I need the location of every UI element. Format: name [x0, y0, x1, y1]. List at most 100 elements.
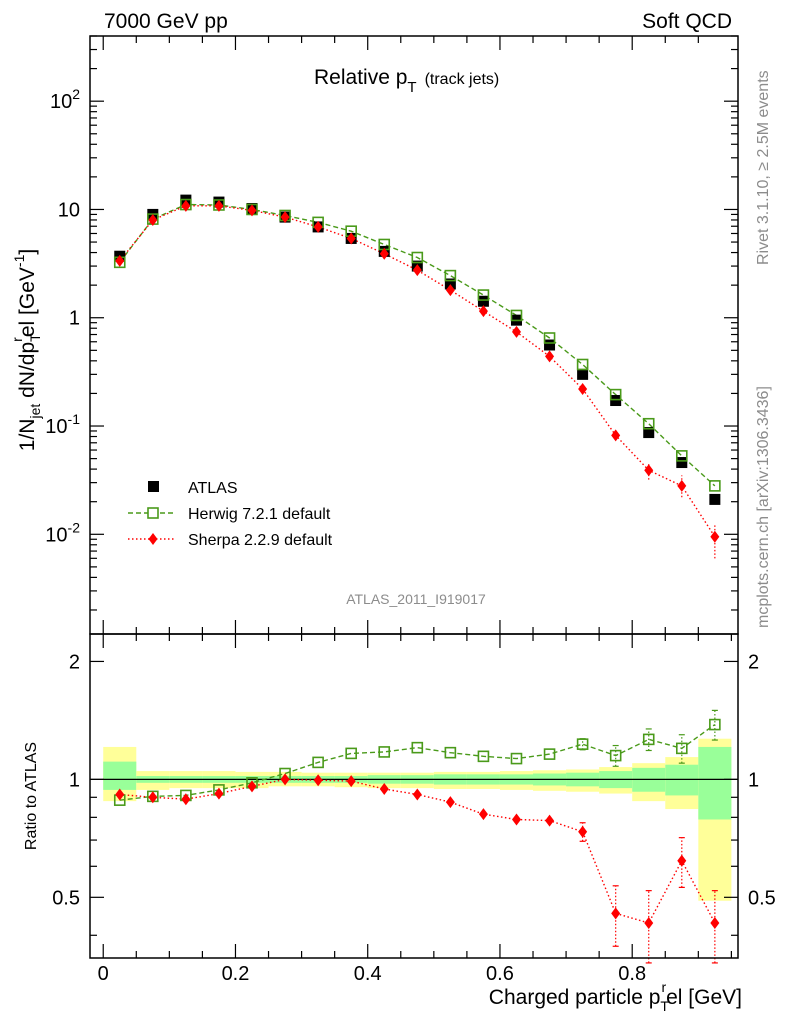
herwig-point: [576, 358, 589, 371]
main-panel: 10-2 10-1 1 10 102 Relative pT (track jets) A…: [9, 35, 739, 635]
main-ytick-label: 1: [69, 308, 80, 330]
ratio-sherpa-point: [148, 791, 158, 804]
ratio-herwig-point: [510, 752, 523, 765]
sherpa-point: [478, 305, 488, 318]
ratio-herwig-point: [477, 750, 490, 763]
ratio-xtick-label: 0: [98, 963, 109, 985]
ratio-sherpa-point: [280, 773, 290, 786]
ratio-sherpa-line: [119, 778, 716, 924]
herwig-point: [675, 450, 688, 462]
legend-label: Herwig 7.2.1 default: [188, 506, 331, 523]
atlas-point: [610, 395, 622, 407]
herwig-point: [510, 309, 523, 322]
sherpa-point: [214, 199, 224, 212]
ratio-sherpa-point: [578, 825, 588, 838]
sherpa-point: [644, 464, 654, 477]
ratio-herwig-point: [642, 733, 655, 746]
sherpa-point: [115, 254, 125, 267]
main-ytick-label: 10-2: [45, 519, 80, 546]
ratio-herwig-point: [709, 718, 721, 731]
stat-band: [665, 764, 699, 796]
ratio-sherpa-point: [181, 793, 191, 806]
sherpa-point: [412, 264, 422, 277]
ratio-sherpa-point: [478, 808, 488, 821]
atlas-point: [577, 368, 589, 380]
ratio-sherpa-point: [313, 774, 323, 787]
sherpa-point: [148, 213, 158, 226]
herwig-line: [119, 203, 716, 487]
ratio-ytick-label-left: 1: [69, 769, 80, 791]
ratio-xtick-label: 0.6: [486, 963, 514, 985]
ratio-ytick-label-right: 2: [748, 651, 759, 673]
sherpa-point: [511, 325, 521, 338]
ratio-sherpa-point: [214, 787, 224, 800]
ratio-ytick-label-right: 1: [748, 769, 759, 791]
sherpa-point: [677, 479, 687, 492]
sherpa-point: [545, 350, 555, 363]
legend-herwig-marker: [147, 507, 159, 519]
herwig-point: [411, 251, 424, 264]
sherpa-point: [445, 284, 455, 297]
analysis-watermark: ATLAS_2011_I919017: [346, 591, 486, 607]
mcplots-label: mcplots.cern.ch [arXiv:1306.3436]: [755, 386, 772, 628]
ratio-sherpa-point: [677, 854, 687, 867]
atlas-point: [709, 493, 721, 505]
ratio-herwig-point: [378, 746, 391, 758]
ratio-herwig-point: [609, 749, 622, 762]
legend-label: ATLAS: [188, 480, 238, 497]
herwig-point: [477, 289, 490, 301]
ratio-sherpa-point: [346, 775, 356, 788]
ratio-herwig-point: [411, 741, 424, 754]
main-ytick-label: 10: [58, 199, 80, 221]
ratio-sherpa-point: [511, 813, 521, 826]
herwig-point: [444, 269, 457, 282]
rivet-label: Rivet 3.1.10, ≥ 2.5M events: [755, 70, 772, 265]
atlas-point: [676, 457, 688, 469]
title-sub: T: [407, 79, 416, 96]
ratio-panel: 0.5 0.5 1 1 2 2 0 0.2 0.4 0.6 0.8 Ratio to ATLAS C…: [23, 633, 776, 1014]
ratio-herwig-point: [312, 756, 324, 769]
header-left: 7000 GeV pp: [104, 10, 228, 33]
ratio-sherpa-point: [247, 780, 257, 793]
ratio-ytick-label-left: 2: [69, 651, 80, 673]
ratio-sherpa-point: [445, 796, 455, 809]
ratio-sherpa-point: [644, 916, 654, 929]
ratio-herwig-point: [675, 742, 688, 755]
ratio-xtick-label: 0.8: [618, 963, 646, 985]
ratio-xtick-label: 0.4: [354, 963, 382, 985]
ratio-sherpa-point: [611, 907, 621, 920]
title-text: Relative p: [314, 66, 407, 89]
sherpa-point: [379, 247, 389, 260]
sherpa-point: [578, 382, 588, 395]
ratio-xtick-label: 0.2: [222, 963, 250, 985]
herwig-point: [609, 388, 622, 401]
ratio-sherpa-point: [545, 814, 555, 827]
atlas-point: [643, 427, 655, 439]
ratio-herwig-point: [345, 747, 357, 760]
sherpa-point: [611, 429, 621, 442]
ratio-herwig-point: [543, 748, 556, 760]
sherpa-point: [181, 199, 191, 212]
atlas-point: [544, 339, 556, 351]
main-ytick-label: 102: [50, 86, 80, 113]
ratio-sherpa-point: [379, 783, 389, 796]
main-title: Relative pT (track jets): [314, 66, 499, 96]
sherpa-point: [710, 530, 720, 543]
ratio-ylabel: Ratio to ATLAS: [23, 742, 40, 850]
legend: ATLAS Herwig 7.2.1 default Sherpa 2.2.9 de…: [128, 480, 333, 549]
ratio-herwig-point: [576, 738, 589, 750]
main-ylabel: 1/Njet dN/dpTrel [GeV-1]: [9, 249, 43, 451]
sherpa-point: [247, 204, 257, 217]
sherpa-point: [280, 211, 290, 224]
ratio-xlabel: Charged particle pTrel [GeV]: [489, 979, 742, 1014]
ratio-frame: [89, 633, 739, 959]
herwig-point: [543, 332, 556, 344]
header-right: Soft QCD: [642, 10, 732, 33]
legend-sherpa-marker: [148, 533, 158, 545]
atlas-point: [444, 278, 456, 290]
legend-label: Sherpa 2.2.9 default: [188, 532, 333, 549]
ratio-ytick-label-right: 0.5: [748, 887, 776, 909]
stat-band: [698, 746, 732, 820]
atlas-point: [477, 295, 489, 307]
